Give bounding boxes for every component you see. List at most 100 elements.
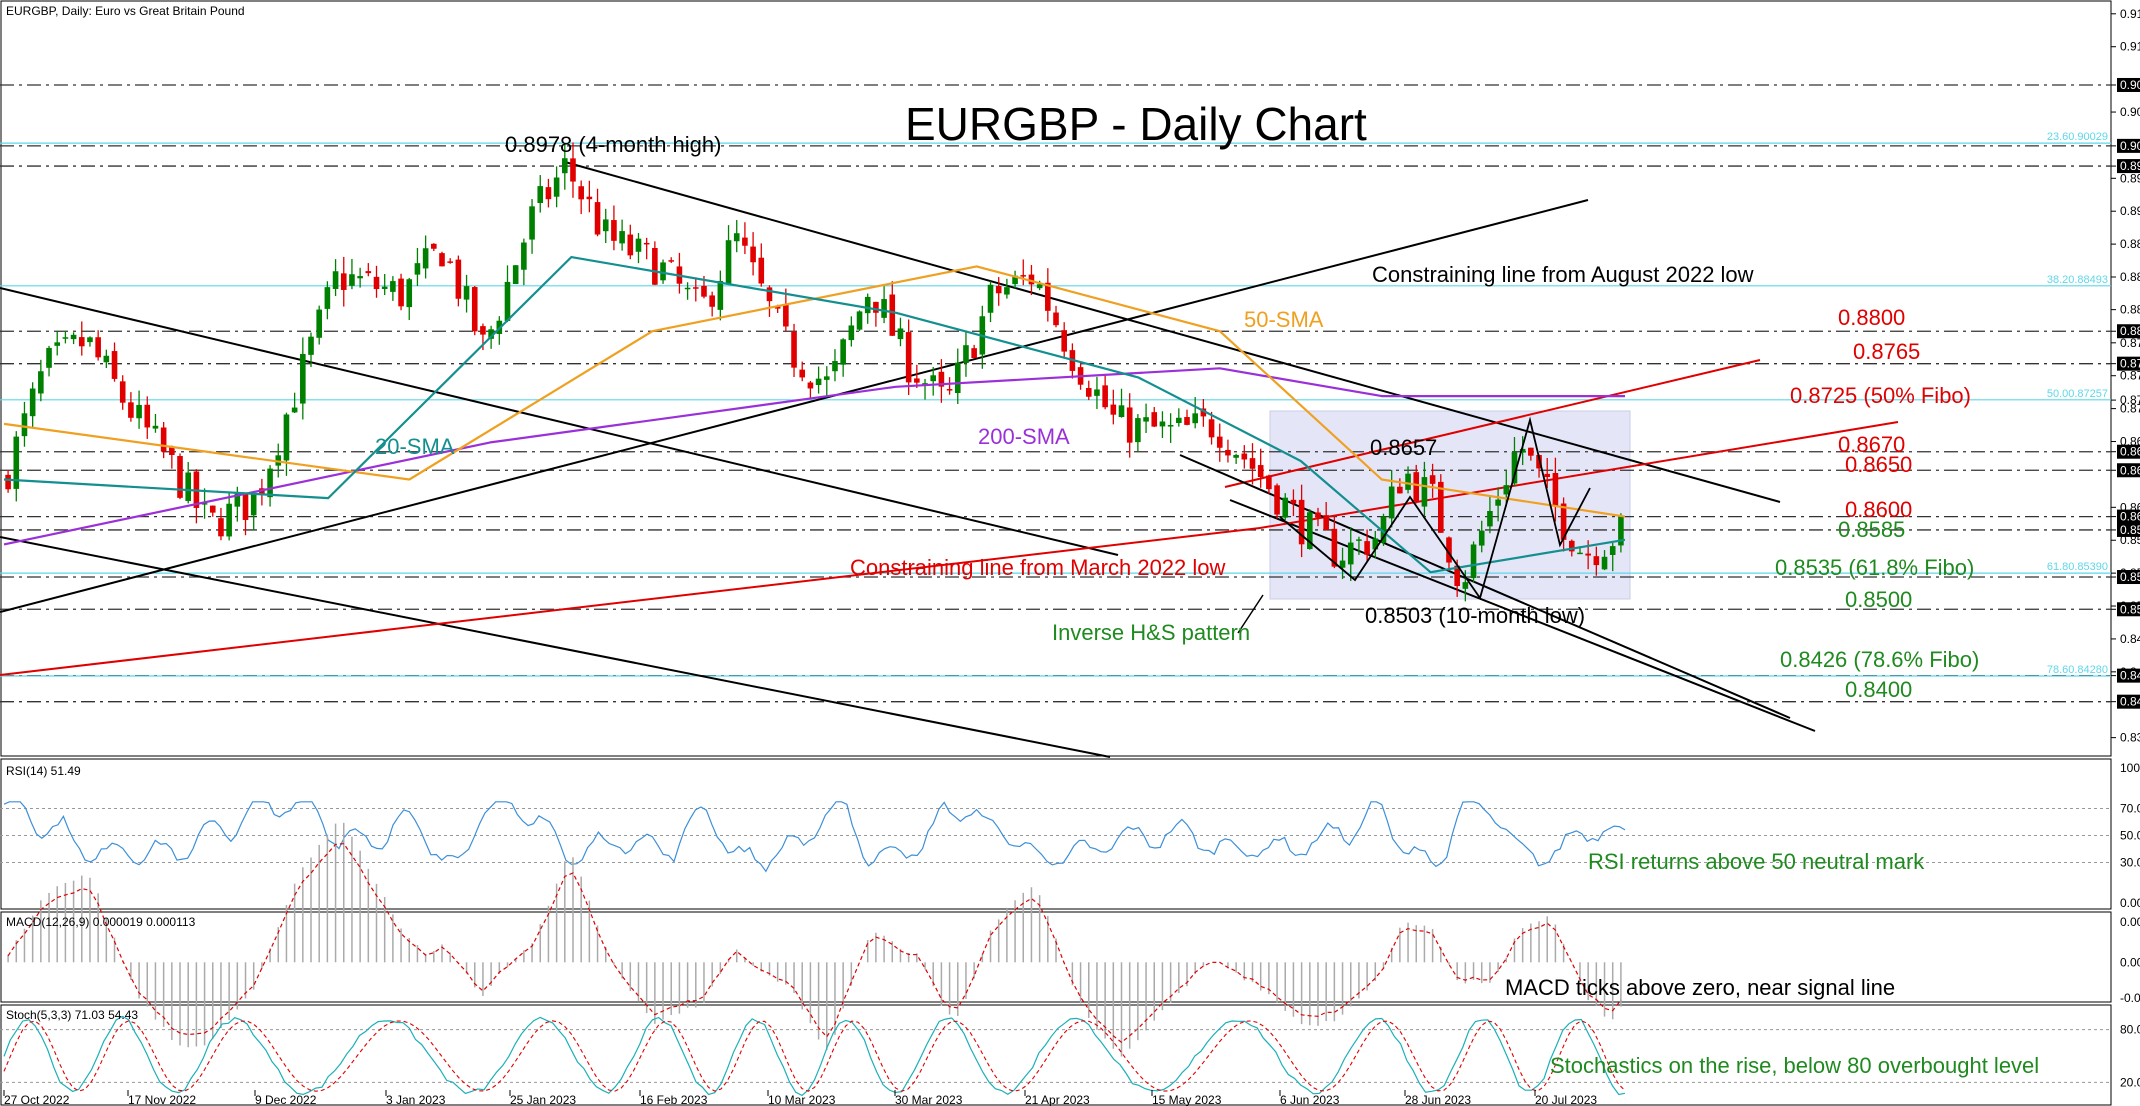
x-tick-label: 28 Jun 2023 xyxy=(1405,1093,1471,1106)
bullish-candle xyxy=(1372,538,1379,550)
bearish-candle xyxy=(1397,486,1403,494)
bearish-candle xyxy=(1437,481,1444,533)
bullish-candle xyxy=(1307,512,1313,550)
stoch-label: Stoch(5,3,3) 71.03 54.43 xyxy=(6,1008,138,1022)
price-tick-highlight xyxy=(2117,694,2140,709)
bullish-candle xyxy=(1609,546,1616,555)
bullish-candle xyxy=(54,342,61,346)
annotation-aug-line: Constraining line from August 2022 low xyxy=(1372,262,1754,287)
bullish-candle xyxy=(562,158,568,174)
bullish-candle xyxy=(332,271,339,289)
bearish-candle xyxy=(1045,282,1051,311)
bullish-candle xyxy=(234,492,241,507)
x-tick-label: 20 Jul 2023 xyxy=(1535,1093,1597,1106)
stoch-pane-frame xyxy=(0,1004,2112,1106)
fibonacci-label: 50.00.87257 xyxy=(2047,388,2108,400)
x-tick-label: 16 Feb 2023 xyxy=(640,1093,708,1106)
fibonacci-label: 61.80.85390 xyxy=(2047,561,2108,573)
bullish-candle xyxy=(1356,539,1362,541)
x-tick-label: 17 Nov 2022 xyxy=(128,1093,196,1106)
bullish-candle xyxy=(406,279,413,308)
bullish-candle xyxy=(1347,542,1354,565)
price-tick-highlight xyxy=(2117,522,2140,537)
bearish-candle xyxy=(873,301,879,313)
bullish-candle xyxy=(1004,287,1010,295)
bullish-candle xyxy=(815,378,822,386)
bearish-candle xyxy=(95,337,101,358)
bullish-candle xyxy=(1339,560,1346,568)
bullish-candle xyxy=(185,472,192,501)
annotation-peak: 0.8657 xyxy=(1370,435,1437,460)
bullish-candle xyxy=(963,345,969,364)
bullish-candle xyxy=(308,336,314,355)
bearish-candle xyxy=(652,247,658,285)
price-tick-label: 0.87520 xyxy=(2120,369,2140,383)
annotation-4-month-high: 0.8978 (4-month high) xyxy=(505,132,721,157)
trend-line xyxy=(1179,454,1791,719)
rsi-tick-label: 70.00 xyxy=(2120,802,2140,816)
bearish-candle xyxy=(799,369,806,378)
sma200-line xyxy=(3,367,1625,546)
price-tick-label: 0.88585 xyxy=(2120,270,2140,284)
bearish-candle xyxy=(1315,512,1321,518)
bullish-candle xyxy=(103,355,110,363)
bearish-candle xyxy=(471,287,478,332)
bullish-candle xyxy=(1176,417,1182,424)
bullish-candle xyxy=(1421,477,1428,507)
bearish-candle xyxy=(1061,330,1067,352)
annotation-20-sma: 20-SMA xyxy=(375,434,455,459)
bullish-candle xyxy=(136,404,142,419)
price-tick-label: 0.83615 xyxy=(2120,731,2140,745)
bearish-candle xyxy=(1126,407,1133,443)
bullish-candle xyxy=(29,388,36,417)
bearish-candle xyxy=(177,456,183,498)
stoch-tick-label: 20.00 xyxy=(2120,1075,2140,1089)
level-8650: 0.8650 xyxy=(1845,452,1912,477)
bullish-candle xyxy=(267,468,273,498)
macd-signal-line xyxy=(7,843,1622,1044)
macd-label: MACD(12,26,9) 0.000019 0.000113 xyxy=(6,915,196,929)
bearish-candle xyxy=(1446,537,1452,563)
bullish-candle xyxy=(619,231,625,244)
bearish-candle xyxy=(627,234,634,256)
bearish-candle xyxy=(946,389,953,391)
bullish-candle xyxy=(1478,530,1485,546)
bullish-candle xyxy=(1282,497,1289,518)
x-tick-label: 27 Oct 2022 xyxy=(4,1093,70,1106)
bullish-candle xyxy=(1618,515,1624,546)
chart-title: EURGBP - Daily Chart xyxy=(905,98,1367,150)
fibonacci-label: 38.20.88493 xyxy=(2047,274,2108,286)
bullish-candle xyxy=(529,206,535,240)
bearish-candle xyxy=(1323,515,1329,531)
macd-tick-label: 0.006274 xyxy=(2120,915,2140,929)
bullish-candle xyxy=(1511,451,1518,484)
bearish-candle xyxy=(111,351,118,379)
bearish-candle xyxy=(1102,385,1108,408)
bearish-candle xyxy=(1274,485,1280,515)
bullish-candle xyxy=(537,186,544,203)
price-tick-highlight xyxy=(2117,77,2140,92)
bullish-candle xyxy=(1135,418,1141,443)
bullish-candle xyxy=(1233,455,1239,458)
main-pane-frame xyxy=(0,0,2112,757)
bearish-candle xyxy=(1331,528,1338,567)
price-tick-highlight xyxy=(2117,159,2140,174)
price-tick-label: 0.88233 xyxy=(2120,303,2140,317)
price-tick-label: 0.84284 xyxy=(2120,669,2140,683)
bullish-candle xyxy=(1495,499,1501,506)
x-tick-label: 21 Apr 2023 xyxy=(1025,1093,1090,1106)
bearish-candle xyxy=(742,237,748,246)
annotation-mar-line: Constraining line from March 2022 low xyxy=(850,555,1226,580)
price-tick-highlight xyxy=(2117,570,2140,585)
bullish-candle xyxy=(1012,275,1018,285)
bearish-candle xyxy=(1560,503,1567,540)
bearish-candle xyxy=(545,187,552,200)
bearish-candle xyxy=(709,295,715,307)
bearish-candle xyxy=(365,271,372,274)
x-tick-label: 10 Mar 2023 xyxy=(768,1093,836,1106)
level-8400: 0.8400 xyxy=(1845,677,1912,702)
